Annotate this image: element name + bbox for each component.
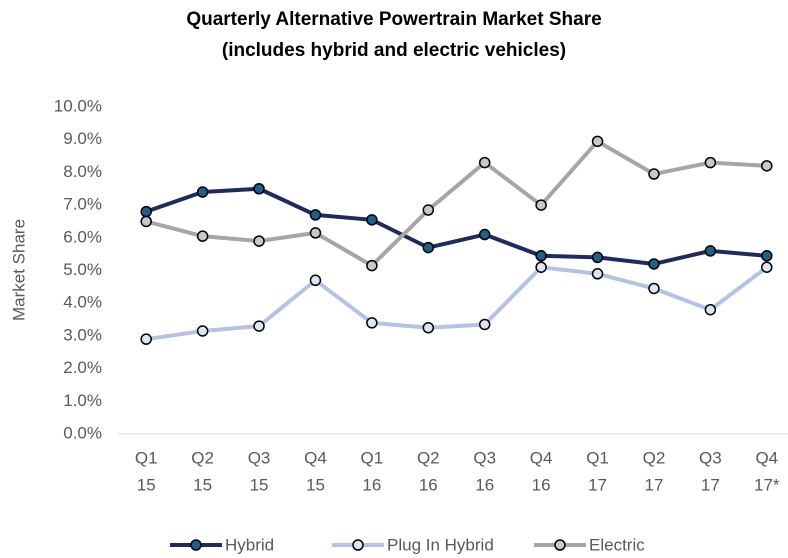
marker xyxy=(253,235,265,247)
x-tick-label: 16 xyxy=(419,475,438,494)
marker xyxy=(591,135,604,148)
x-tick-label: Q3 xyxy=(248,448,271,467)
marker xyxy=(761,261,773,273)
x-tick-label: Q1 xyxy=(135,448,158,467)
marker xyxy=(761,160,773,172)
series-line xyxy=(145,265,768,342)
legend-marker xyxy=(554,539,566,551)
x-tick-label: Q1 xyxy=(361,448,384,467)
marker xyxy=(140,215,152,228)
x-tick-label: 17* xyxy=(754,475,780,494)
x-tick-label: Q4 xyxy=(755,448,778,467)
marker xyxy=(591,251,604,264)
marker xyxy=(422,321,435,334)
chart-subtitle: (includes hybrid and electric vehicles) xyxy=(222,40,566,61)
y-tick-label: 7.0% xyxy=(63,195,102,214)
marker xyxy=(366,214,378,226)
marker xyxy=(253,320,265,332)
x-tick-label: Q4 xyxy=(304,448,327,467)
x-tick-label: Q2 xyxy=(191,448,214,467)
x-tick-label: 16 xyxy=(362,475,381,494)
marker xyxy=(648,168,660,180)
marker xyxy=(196,186,209,198)
y-tick-label: 2.0% xyxy=(63,358,102,377)
marker xyxy=(196,230,209,242)
series-line xyxy=(145,139,767,268)
marker xyxy=(478,318,491,331)
marker xyxy=(309,227,322,239)
y-tick-label: 3.0% xyxy=(63,325,102,344)
y-tick-label: 5.0% xyxy=(63,260,102,279)
x-tick-label: Q2 xyxy=(417,448,440,467)
y-axis-label: Market Share xyxy=(9,219,28,321)
marker xyxy=(422,241,435,254)
chart-title: Quarterly Alternative Powertrain Market … xyxy=(186,9,601,30)
marker xyxy=(761,250,773,262)
x-tick-label: Q3 xyxy=(699,448,722,467)
legend-label: Electric xyxy=(589,535,645,554)
x-tick-label: 15 xyxy=(306,475,325,494)
marker xyxy=(591,268,604,280)
x-tick-label: 16 xyxy=(532,475,551,494)
marker xyxy=(535,250,547,262)
x-tick-label: Q2 xyxy=(643,448,666,467)
legend-label: Hybrid xyxy=(225,535,274,554)
marker xyxy=(478,228,491,241)
marker xyxy=(253,183,265,195)
x-tick-label: 17 xyxy=(588,475,607,494)
y-tick-label: 1.0% xyxy=(63,391,102,410)
x-tick-label: 15 xyxy=(137,475,156,494)
marker xyxy=(704,156,717,169)
y-tick-label: 10.0% xyxy=(54,96,102,115)
y-tick-label: 9.0% xyxy=(63,129,102,148)
marker xyxy=(422,204,435,216)
marker xyxy=(648,282,660,295)
y-tick-label: 4.0% xyxy=(63,293,102,312)
x-tick-label: 15 xyxy=(250,475,269,494)
y-tick-label: 6.0% xyxy=(63,227,102,246)
y-tick-label: 8.0% xyxy=(63,162,102,181)
legend-marker xyxy=(352,539,364,551)
marker xyxy=(309,274,322,287)
x-tick-label: Q4 xyxy=(530,448,553,467)
x-tick-label: Q3 xyxy=(473,448,496,467)
marker xyxy=(140,205,152,218)
marker xyxy=(196,325,209,337)
marker xyxy=(309,209,322,221)
x-tick-label: 15 xyxy=(193,475,212,494)
marker xyxy=(366,259,378,272)
marker xyxy=(704,245,717,257)
marker xyxy=(648,258,660,270)
x-tick-label: 16 xyxy=(475,475,494,494)
legend-marker xyxy=(190,539,202,551)
marker xyxy=(535,199,547,211)
series-line xyxy=(145,186,767,266)
marker xyxy=(366,317,378,329)
marker xyxy=(535,261,547,273)
y-tick-label: 0.0% xyxy=(63,423,102,442)
x-tick-label: 17 xyxy=(644,475,663,494)
x-tick-label: Q1 xyxy=(586,448,609,467)
legend-label: Plug In Hybrid xyxy=(387,535,494,554)
marker xyxy=(140,333,152,345)
x-tick-label: 17 xyxy=(701,475,720,494)
marker xyxy=(478,156,491,169)
marker xyxy=(704,303,717,316)
